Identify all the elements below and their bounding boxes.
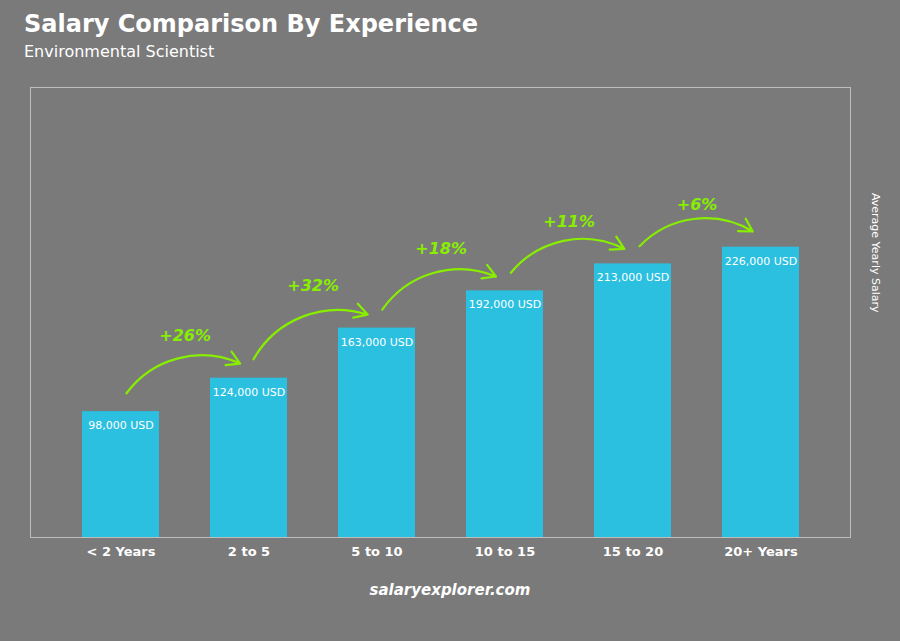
svg-text:2 to 5: 2 to 5 [228, 544, 270, 559]
svg-text:+32%: +32% [287, 276, 339, 295]
svg-text:163,000 USD: 163,000 USD [341, 336, 414, 349]
svg-text:98,000 USD: 98,000 USD [88, 419, 154, 432]
svg-text:15 to 20: 15 to 20 [603, 544, 663, 559]
svg-text:+11%: +11% [543, 212, 595, 231]
svg-text:213,000 USD: 213,000 USD [597, 271, 670, 284]
svg-text:5 to 10: 5 to 10 [351, 544, 402, 559]
svg-text:192,000 USD: 192,000 USD [469, 298, 542, 311]
svg-text:Average Yearly Salary: Average Yearly Salary [869, 193, 882, 313]
html-text:Environmental Scientist: Environmental Scientist [24, 42, 215, 61]
html-text:salaryexplorer.com: salaryexplorer.com [369, 581, 531, 599]
svg-text:+18%: +18% [415, 239, 467, 258]
html-text:Salary Comparison By Experienc: Salary Comparison By Experience [24, 10, 479, 38]
svg-text:124,000 USD: 124,000 USD [213, 386, 286, 399]
svg-text:10 to 15: 10 to 15 [475, 544, 535, 559]
svg-text:+26%: +26% [159, 326, 211, 345]
svg-text:20+ Years: 20+ Years [724, 544, 798, 559]
svg-text:226,000 USD: 226,000 USD [725, 255, 798, 268]
svg-text:< 2 Years: < 2 Years [87, 544, 156, 559]
svg-text:+6%: +6% [677, 195, 718, 214]
